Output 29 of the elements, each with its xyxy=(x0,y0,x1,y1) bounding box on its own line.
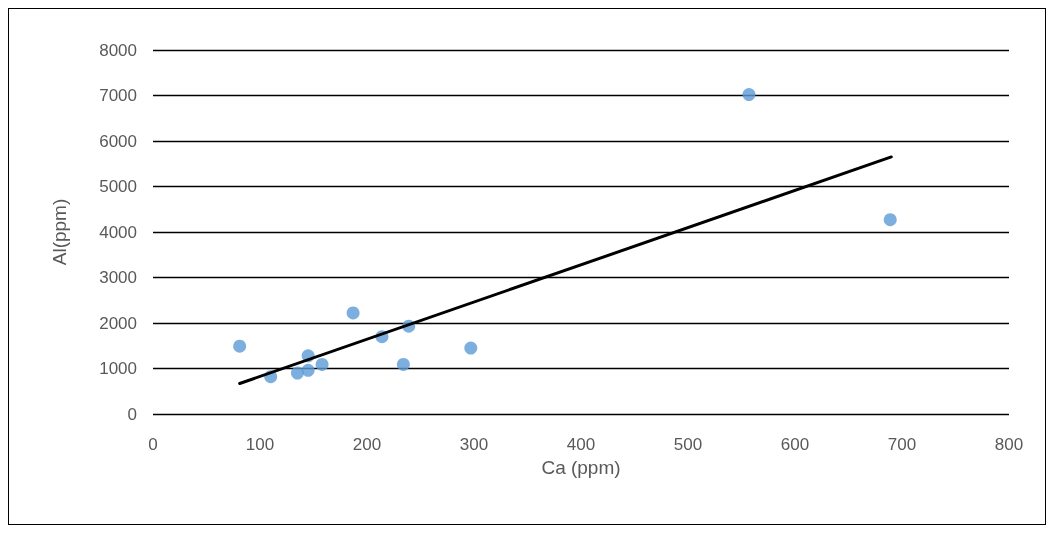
point xyxy=(301,363,315,377)
x-axis-title: Ca (ppm) xyxy=(541,456,621,478)
y-axis-title: Al(ppm) xyxy=(49,198,70,266)
y-tick-label: 2000 xyxy=(99,313,137,333)
point xyxy=(742,88,756,102)
point xyxy=(233,339,247,353)
y-tick-label: 0 xyxy=(127,404,137,424)
y-tick-label: 4000 xyxy=(99,222,137,242)
y-tick-label: 6000 xyxy=(99,131,137,151)
y-tick-label: 8000 xyxy=(99,40,137,60)
point xyxy=(346,306,360,320)
y-tick-label: 3000 xyxy=(99,268,137,287)
y-tick-label: 5000 xyxy=(99,177,137,196)
x-tick-label: 500 xyxy=(673,435,703,454)
x-tick-label: 700 xyxy=(887,435,917,454)
point xyxy=(396,357,410,371)
y-tick-label: 7000 xyxy=(99,86,137,105)
point xyxy=(290,366,304,380)
point xyxy=(315,357,329,371)
x-tick-label: 100 xyxy=(245,435,275,454)
x-tick-label: 300 xyxy=(459,435,489,454)
x-tick-label: 200 xyxy=(352,435,382,454)
x-tick-label: 800 xyxy=(994,435,1024,454)
y-tick-label: 1000 xyxy=(99,359,137,378)
point xyxy=(464,341,478,355)
x-tick-label: 600 xyxy=(780,435,810,454)
point xyxy=(883,213,897,227)
x-tick-label: 0 xyxy=(148,435,158,454)
x-tick-label: 400 xyxy=(566,435,596,454)
